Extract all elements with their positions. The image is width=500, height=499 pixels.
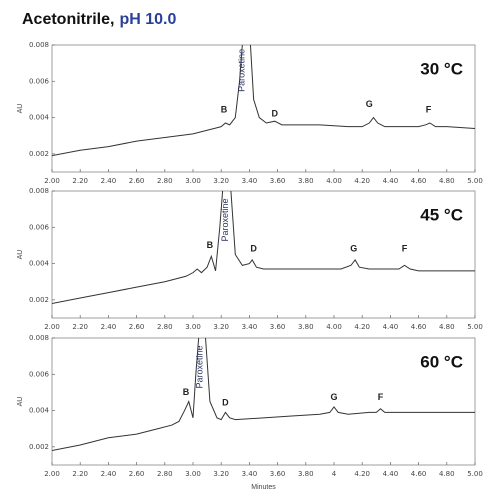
trace — [52, 338, 475, 451]
x-tick-label: 4.60 — [411, 323, 427, 331]
x-tick-label: 2.60 — [129, 470, 145, 478]
x-tick-label: 4.40 — [383, 177, 399, 185]
panel-label: 60 °C — [420, 352, 463, 371]
y-tick-label: 0.008 — [29, 187, 49, 195]
x-tick-label: 5.00 — [467, 323, 483, 331]
x-tick-label: 4.00 — [326, 323, 342, 331]
peak-label: B — [221, 105, 228, 115]
figure-title: Acetonitrile, pH 10.0 — [22, 11, 176, 28]
x-tick-label: 4.60 — [411, 177, 427, 185]
x-tick-label: 3.20 — [213, 323, 229, 331]
plot-frame — [51, 44, 476, 173]
peak-label: D — [222, 398, 229, 408]
y-tick-label: 0.004 — [29, 407, 50, 415]
x-tick-label: 2.00 — [44, 470, 60, 478]
x-axis-label: Minutes — [251, 484, 276, 491]
trace — [52, 191, 475, 304]
x-tick-label: 3.40 — [242, 177, 258, 185]
x-tick-label: 4 — [332, 470, 337, 478]
x-tick-label: 4.20 — [354, 177, 370, 185]
x-tick-label: 2.60 — [129, 177, 145, 185]
x-tick-label: 3.00 — [185, 323, 201, 331]
x-tick-label: 3.00 — [185, 177, 201, 185]
y-tick-label: 0.004 — [29, 260, 50, 268]
x-tick-label: 2.80 — [157, 177, 173, 185]
x-tick-label: 2.40 — [101, 470, 117, 478]
peak-label-main: Paroxetine — [220, 199, 230, 242]
x-tick-label: 3.20 — [213, 470, 229, 478]
x-tick-label: 3.00 — [185, 470, 201, 478]
y-tick-label: 0.006 — [29, 223, 50, 231]
x-tick-label: 2.40 — [101, 177, 117, 185]
y-axis-label: AU — [17, 250, 24, 260]
y-tick-label: 0.002 — [29, 296, 49, 304]
y-axis-label: AU — [17, 104, 24, 114]
panel: 0.002 0.004 0.006 0.008 2.00 2.20 2.40 2.60 2.80… — [17, 41, 483, 185]
y-tick-label: 0.002 — [29, 443, 49, 451]
x-tick-label: 3.80 — [298, 323, 314, 331]
panel-label: 30 °C — [420, 59, 463, 78]
peak-label: F — [402, 243, 408, 253]
x-tick-label: 2.60 — [129, 323, 145, 331]
x-tick-label: 4.60 — [411, 470, 427, 478]
x-tick-label: 4.80 — [439, 177, 455, 185]
y-tick-label: 0.004 — [29, 114, 50, 122]
peak-label: F — [426, 105, 432, 115]
y-tick-label: 0.008 — [29, 334, 49, 342]
x-tick-label: 3.40 — [242, 470, 258, 478]
x-tick-label: 2.80 — [157, 323, 173, 331]
y-axis-label: AU — [17, 397, 24, 407]
x-tick-label: 4.80 — [439, 323, 455, 331]
peak-label: B — [183, 387, 190, 397]
x-tick-label: 4.20 — [354, 470, 370, 478]
y-tick-label: 0.002 — [29, 150, 49, 158]
panel-label: 45 °C — [420, 205, 463, 224]
x-tick-label: 2.80 — [157, 470, 173, 478]
plot-frame — [51, 337, 476, 466]
panel: 0.002 0.004 0.006 0.008 2.00 2.20 2.40 2.60 2.80… — [17, 334, 483, 491]
trace — [52, 45, 475, 157]
peak-label: D — [250, 243, 257, 253]
x-tick-label: 2.00 — [44, 177, 60, 185]
peak-label: D — [272, 108, 279, 118]
x-tick-label: 3.80 — [298, 177, 314, 185]
title-condition: pH 10.0 — [119, 11, 176, 28]
x-tick-label: 3.80 — [298, 470, 314, 478]
peak-label-main: Paroxetine — [194, 346, 204, 389]
x-tick-label: 3.60 — [270, 470, 286, 478]
peak-label-main: Paroxetine — [237, 49, 247, 92]
x-tick-label: 4.40 — [383, 470, 399, 478]
x-tick-label: 4.80 — [439, 470, 455, 478]
x-tick-label: 4.00 — [326, 177, 342, 185]
x-tick-label: 4.40 — [383, 323, 399, 331]
x-tick-label: 2.20 — [72, 323, 88, 331]
x-tick-label: 4.20 — [354, 323, 370, 331]
x-tick-label: 3.60 — [270, 177, 286, 185]
x-tick-label: 2.20 — [72, 470, 88, 478]
x-tick-label: 2.40 — [101, 323, 117, 331]
peak-label: G — [350, 243, 357, 253]
x-tick-label: 3.60 — [270, 323, 286, 331]
title-main: Acetonitrile, — [22, 11, 114, 28]
panel: 0.002 0.004 0.006 0.008 2.00 2.20 2.40 2.60 2.80… — [17, 187, 483, 331]
y-tick-label: 0.006 — [29, 370, 50, 378]
x-tick-label: 2.00 — [44, 323, 60, 331]
peak-label: B — [207, 240, 214, 250]
peak-label: F — [378, 392, 384, 402]
x-tick-label: 5.00 — [467, 177, 483, 185]
x-tick-label: 5.00 — [467, 470, 483, 478]
x-tick-label: 3.40 — [242, 323, 258, 331]
plot-frame — [51, 190, 476, 319]
x-tick-label: 2.20 — [72, 177, 88, 185]
x-tick-label: 3.20 — [213, 177, 229, 185]
y-tick-label: 0.008 — [29, 41, 49, 49]
y-tick-label: 0.006 — [29, 77, 50, 85]
peak-label: G — [330, 392, 337, 402]
peak-label: G — [366, 99, 373, 109]
